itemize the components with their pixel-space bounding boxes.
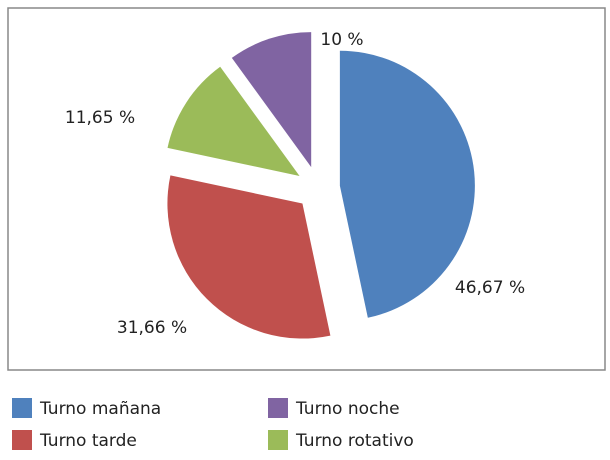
legend-label: Turno mañana [39, 399, 161, 419]
legend-label: Turno rotativo [295, 431, 414, 451]
pie-slice [167, 66, 300, 177]
legend-label: Turno tarde [39, 431, 137, 451]
data-label: 46,67 % [455, 278, 525, 298]
legend-label: Turno noche [295, 399, 400, 419]
data-label: 10 % [320, 30, 363, 50]
pie-slice [167, 175, 331, 339]
legend-swatch [12, 430, 32, 450]
legend-swatch [268, 398, 288, 418]
legend-swatch [12, 398, 32, 418]
pie-slice [339, 50, 475, 318]
data-label: 11,65 % [65, 108, 135, 128]
legend-swatch [268, 430, 288, 450]
pie-slice [231, 32, 312, 168]
data-label: 31,66 % [117, 318, 187, 338]
